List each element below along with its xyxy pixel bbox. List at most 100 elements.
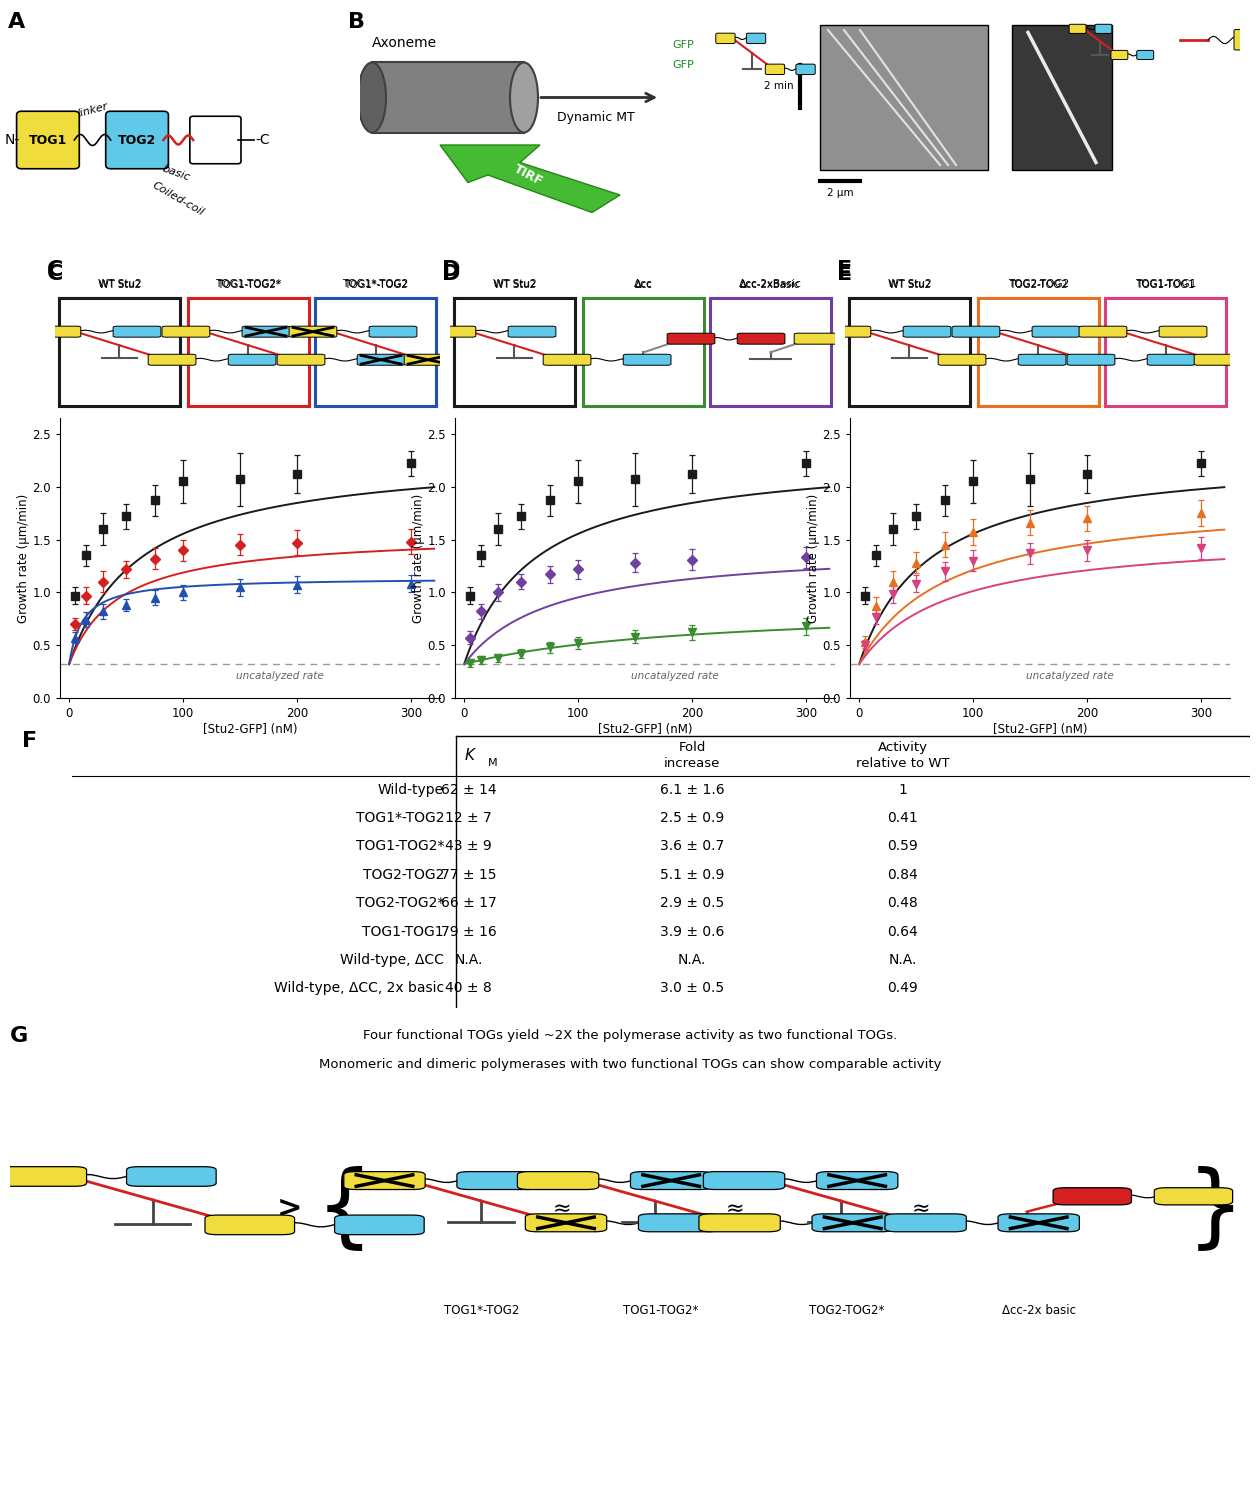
Text: WT Stu2: WT Stu2 bbox=[97, 279, 141, 290]
FancyBboxPatch shape bbox=[484, 354, 532, 364]
FancyBboxPatch shape bbox=[289, 326, 336, 338]
Text: GFP: GFP bbox=[672, 40, 694, 50]
Text: TOG1-TOG1: TOG1-TOG1 bbox=[1135, 279, 1196, 290]
Text: 2.5 ± 0.9: 2.5 ± 0.9 bbox=[660, 812, 724, 825]
FancyBboxPatch shape bbox=[978, 298, 1099, 406]
Text: TOG2-TOG2: TOG2-TOG2 bbox=[1008, 279, 1068, 290]
Text: 2 μm: 2 μm bbox=[827, 188, 853, 198]
Text: }: } bbox=[1187, 1164, 1244, 1252]
FancyBboxPatch shape bbox=[59, 298, 180, 406]
FancyBboxPatch shape bbox=[372, 63, 524, 132]
FancyBboxPatch shape bbox=[939, 354, 985, 364]
Text: TOG1*-TOG2: TOG1*-TOG2 bbox=[344, 280, 407, 290]
Text: 66 ± 17: 66 ± 17 bbox=[441, 896, 496, 910]
Text: 43 ± 9: 43 ± 9 bbox=[446, 840, 493, 854]
FancyBboxPatch shape bbox=[737, 333, 785, 344]
FancyBboxPatch shape bbox=[525, 1214, 606, 1231]
FancyBboxPatch shape bbox=[903, 326, 951, 338]
Text: TOG1: TOG1 bbox=[29, 134, 67, 147]
FancyBboxPatch shape bbox=[1105, 298, 1226, 406]
FancyBboxPatch shape bbox=[709, 298, 832, 406]
FancyBboxPatch shape bbox=[1032, 326, 1080, 338]
Text: 2 min: 2 min bbox=[765, 81, 794, 92]
FancyBboxPatch shape bbox=[583, 298, 704, 406]
FancyBboxPatch shape bbox=[624, 354, 672, 364]
FancyBboxPatch shape bbox=[1137, 51, 1154, 60]
FancyBboxPatch shape bbox=[746, 33, 766, 44]
FancyBboxPatch shape bbox=[1079, 326, 1126, 338]
FancyBboxPatch shape bbox=[518, 1172, 598, 1190]
FancyBboxPatch shape bbox=[228, 354, 276, 364]
FancyBboxPatch shape bbox=[1147, 354, 1194, 364]
Y-axis label: Growth rate (μm/min): Growth rate (μm/min) bbox=[412, 494, 425, 622]
Text: A: A bbox=[9, 12, 25, 33]
Text: N.A.: N.A. bbox=[888, 952, 917, 968]
Text: WT Stu2: WT Stu2 bbox=[494, 280, 536, 290]
Text: TOG1-TOG2*: TOG1-TOG2* bbox=[624, 1305, 699, 1317]
Text: E: E bbox=[838, 264, 853, 284]
Text: Monomeric and dimeric polymerases with two functional TOGs can show comparable a: Monomeric and dimeric polymerases with t… bbox=[319, 1058, 941, 1071]
Text: TOG2-TOG2*: TOG2-TOG2* bbox=[809, 1305, 885, 1317]
Text: TOG1*-TOG2: TOG1*-TOG2 bbox=[343, 279, 408, 290]
Text: E: E bbox=[838, 261, 853, 280]
Ellipse shape bbox=[358, 63, 386, 132]
Text: uncatalyzed rate: uncatalyzed rate bbox=[1027, 670, 1114, 681]
Text: Δcc-2x basic: Δcc-2x basic bbox=[1002, 1305, 1076, 1317]
Y-axis label: Growth rate (μm/min): Growth rate (μm/min) bbox=[806, 494, 819, 622]
Text: Δcc: Δcc bbox=[635, 280, 653, 290]
FancyBboxPatch shape bbox=[1067, 354, 1115, 364]
FancyBboxPatch shape bbox=[703, 1172, 785, 1190]
Text: 12 ± 7: 12 ± 7 bbox=[446, 812, 493, 825]
Text: C: C bbox=[48, 261, 64, 280]
FancyBboxPatch shape bbox=[33, 326, 81, 338]
FancyBboxPatch shape bbox=[998, 1214, 1080, 1231]
Text: 5.1 ± 0.9: 5.1 ± 0.9 bbox=[660, 868, 724, 882]
FancyBboxPatch shape bbox=[188, 298, 309, 406]
FancyBboxPatch shape bbox=[583, 298, 704, 406]
FancyBboxPatch shape bbox=[315, 298, 436, 406]
Text: M: M bbox=[488, 758, 496, 768]
FancyBboxPatch shape bbox=[190, 117, 241, 164]
Text: 0.59: 0.59 bbox=[887, 840, 919, 854]
Text: 0.41: 0.41 bbox=[887, 812, 919, 825]
Text: Fold
increase: Fold increase bbox=[664, 741, 721, 771]
Text: G: G bbox=[10, 1026, 28, 1045]
Text: 0.84: 0.84 bbox=[887, 868, 919, 882]
Text: 0.64: 0.64 bbox=[887, 924, 919, 939]
FancyBboxPatch shape bbox=[315, 298, 436, 406]
Text: Δcc-2xBasic: Δcc-2xBasic bbox=[741, 280, 800, 290]
FancyBboxPatch shape bbox=[358, 354, 404, 364]
FancyBboxPatch shape bbox=[1012, 26, 1113, 170]
Text: TOG2-TOG2: TOG2-TOG2 bbox=[1009, 280, 1067, 290]
FancyBboxPatch shape bbox=[113, 326, 161, 338]
FancyBboxPatch shape bbox=[59, 298, 180, 406]
Text: TOG1-TOG1: TOG1-TOG1 bbox=[1137, 280, 1194, 290]
Text: uncatalyzed rate: uncatalyzed rate bbox=[237, 670, 324, 681]
Text: TOG2-TOG2*: TOG2-TOG2* bbox=[355, 896, 444, 910]
Text: N.A.: N.A. bbox=[455, 952, 483, 968]
FancyBboxPatch shape bbox=[1234, 30, 1260, 50]
FancyBboxPatch shape bbox=[454, 298, 575, 406]
FancyBboxPatch shape bbox=[796, 64, 815, 75]
Text: 77 ± 15: 77 ± 15 bbox=[441, 868, 496, 882]
Text: {: { bbox=[316, 1164, 373, 1252]
FancyBboxPatch shape bbox=[1111, 51, 1128, 60]
FancyBboxPatch shape bbox=[335, 1215, 425, 1234]
Text: 1: 1 bbox=[898, 783, 907, 796]
Text: TOG1-TOG2*: TOG1-TOG2* bbox=[355, 840, 444, 854]
Text: basic: basic bbox=[161, 164, 192, 183]
Text: TOG1-TOG2*: TOG1-TOG2* bbox=[215, 279, 282, 290]
Text: 3.0 ± 0.5: 3.0 ± 0.5 bbox=[660, 981, 724, 994]
Text: N-: N- bbox=[5, 134, 20, 147]
Text: uncatalyzed rate: uncatalyzed rate bbox=[631, 670, 719, 681]
Text: Coiled-coil: Coiled-coil bbox=[151, 180, 205, 218]
FancyBboxPatch shape bbox=[126, 1167, 217, 1186]
FancyBboxPatch shape bbox=[454, 298, 575, 406]
Text: WT Stu2: WT Stu2 bbox=[98, 280, 140, 290]
Text: Dynamic MT: Dynamic MT bbox=[557, 111, 635, 125]
Text: TOG2-TOG2: TOG2-TOG2 bbox=[363, 868, 444, 882]
Text: Δcc: Δcc bbox=[634, 279, 653, 290]
Text: Wild-type, ΔCC, 2x basic: Wild-type, ΔCC, 2x basic bbox=[273, 981, 444, 994]
FancyBboxPatch shape bbox=[457, 1172, 538, 1190]
Text: TOG1*-TOG2: TOG1*-TOG2 bbox=[355, 812, 444, 825]
